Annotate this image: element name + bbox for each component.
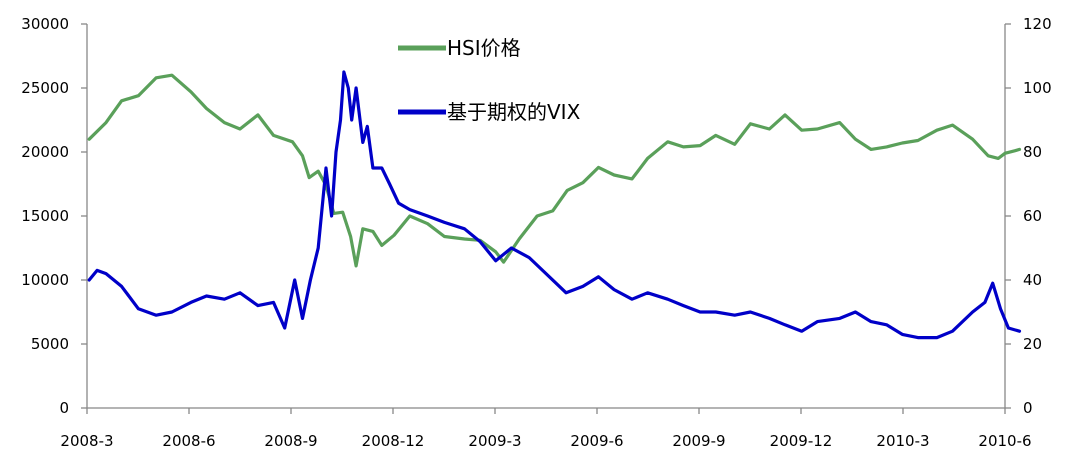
y-right-tick-label: 20 xyxy=(1023,335,1042,353)
x-tick-label: 2008-12 xyxy=(362,432,425,450)
y-right-tick-label: 80 xyxy=(1023,143,1042,161)
x-tick-label: 2008-9 xyxy=(264,432,317,450)
y-right-tick-label: 40 xyxy=(1023,271,1042,289)
y-left-tick-label: 15000 xyxy=(21,207,69,225)
y-left-tick-label: 25000 xyxy=(21,79,69,97)
legend-label-vix: 基于期权的VIX xyxy=(447,100,581,124)
legend-label-hsi: HSI价格 xyxy=(447,36,521,60)
x-tick-label: 2010-6 xyxy=(978,432,1031,450)
chart-ticks: 0 5000 10000 15000 20000 25000 30000 0 20 40 60 80 1… xyxy=(21,15,1051,450)
y-left-tick-label: 30000 xyxy=(21,15,69,33)
chart-axes xyxy=(86,24,1006,409)
y-right-tick-label: 60 xyxy=(1023,207,1042,225)
chart-legend: HSI价格 基于期权的VIX xyxy=(398,36,581,124)
x-tick-label: 2009-9 xyxy=(672,432,725,450)
series-line-vix xyxy=(87,70,1022,340)
x-tick-label: 2008-6 xyxy=(162,432,215,450)
y-left-tick-label: 10000 xyxy=(21,271,69,289)
y-left-tick-label: 0 xyxy=(59,399,69,417)
y-right-tick-label: 100 xyxy=(1023,79,1052,97)
chart-series xyxy=(87,70,1022,340)
series-line-hsi xyxy=(87,73,1022,268)
y-right-tick-label: 120 xyxy=(1023,15,1052,33)
x-tick-label: 2010-3 xyxy=(876,432,929,450)
y-left-tick-label: 20000 xyxy=(21,143,69,161)
x-tick-label: 2009-12 xyxy=(770,432,833,450)
x-tick-label: 2008-3 xyxy=(60,432,113,450)
y-right-tick-label: 0 xyxy=(1023,399,1033,417)
x-tick-label: 2009-6 xyxy=(570,432,623,450)
y-left-tick-label: 5000 xyxy=(31,335,69,353)
x-tick-label: 2009-3 xyxy=(468,432,521,450)
